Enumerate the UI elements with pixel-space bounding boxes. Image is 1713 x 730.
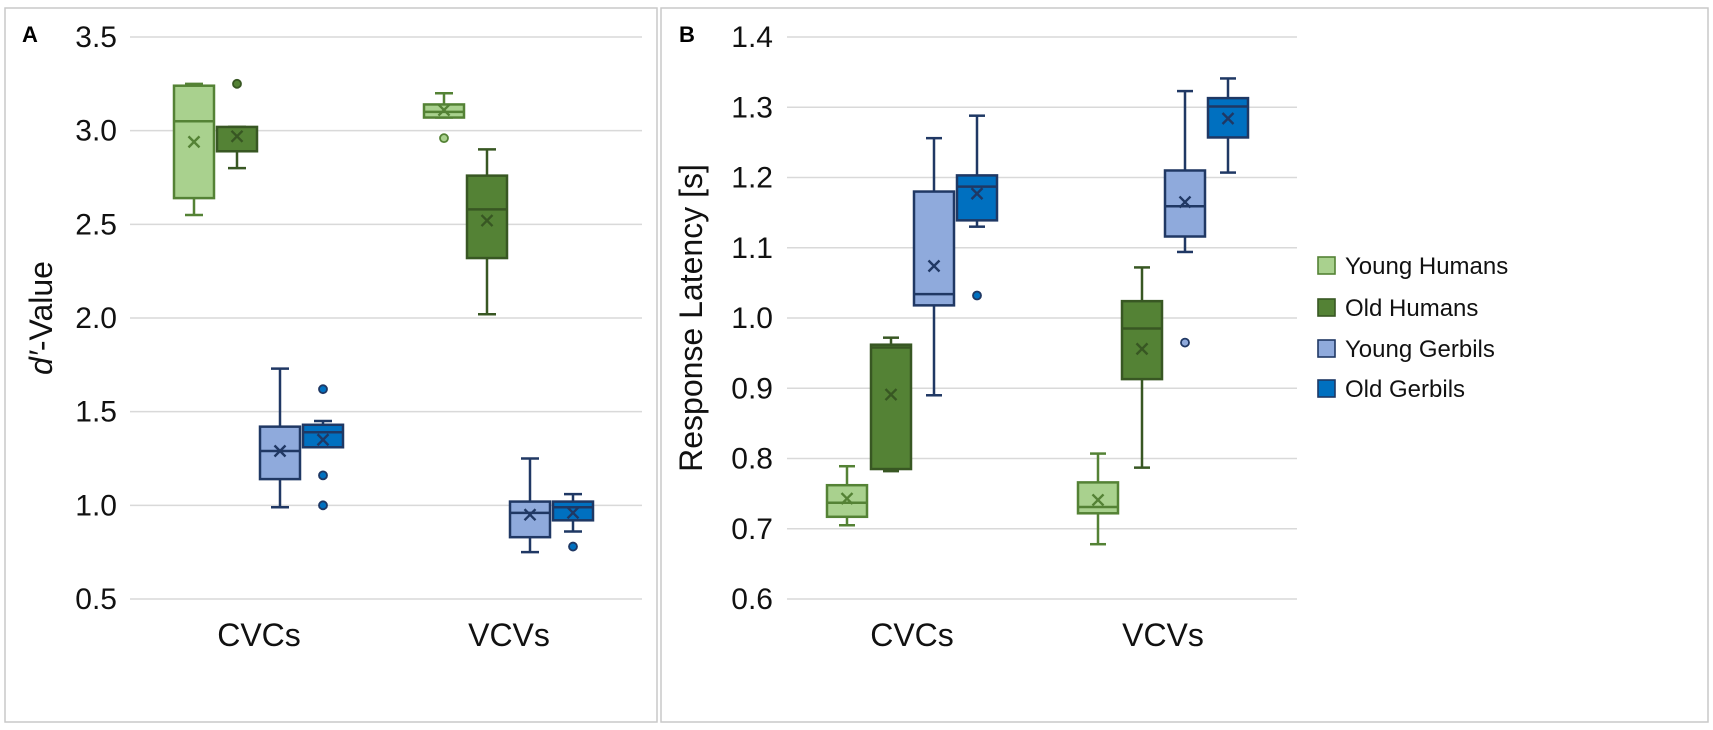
- panel-a-y-tick-label: 1.5: [75, 396, 117, 429]
- panel-a-old-gerbils-vcvs-mean-marker: [566, 506, 580, 520]
- legend-swatch-young-gerbils: [1317, 339, 1336, 358]
- panel-a-young-gerbils-cvcs-box: [258, 425, 302, 481]
- legend-label-old-gerbils: Old Gerbils: [1345, 376, 1465, 403]
- panel-b-young-humans-cvcs-mean-marker: [840, 492, 854, 505]
- panel-a-old-gerbils-cvcs-outlier: [318, 384, 328, 395]
- panel-b-young-gerbils-vcvs-outlier: [1180, 337, 1190, 348]
- panel-b-plot: 0.6 0.7 0.8 0.9 1.0 1.1 1.2 1.3 1.4 CVCs VCVs: [731, 21, 1297, 653]
- panel-b-young-gerbils-cvcs-box: [912, 190, 956, 307]
- panel-b-x-category-label: VCVs: [1122, 617, 1204, 653]
- legend: Young Humans Old Humans Young Gerbils Old G…: [1317, 253, 1508, 403]
- legend-label-old-humans: Old Humans: [1345, 295, 1478, 322]
- panel-b-y-tick-label: 1.1: [731, 232, 773, 265]
- panel-a-young-humans-cvcs-mean-marker: [187, 135, 201, 149]
- panel-a-label: A: [22, 22, 38, 47]
- panel-a-old-gerbils-cvcs-outlier: [318, 470, 328, 481]
- panel-a-x-category-label: VCVs: [468, 617, 550, 653]
- panel-b-old-humans-cvcs-box: [869, 343, 913, 471]
- panel-a-old-gerbils-cvcs-box: [301, 423, 345, 449]
- panel-b-young-gerbils-vcvs-mean-marker: [1178, 195, 1192, 209]
- panel-a-y-axis-title-suffix: -Value: [23, 261, 59, 351]
- legend-swatch-old-humans: [1317, 298, 1336, 317]
- panel-b-old-gerbils-cvcs-outlier: [972, 290, 982, 301]
- panel-b-y-tick-label: 0.7: [731, 513, 773, 546]
- panel-a-young-gerbils-vcvs-mean-marker: [523, 508, 537, 522]
- panel-a-old-gerbils-vcvs-box: [551, 500, 595, 522]
- panel-a-y-tick-label: 3.0: [75, 115, 117, 148]
- panel-a-y-tick-label: 2.5: [75, 208, 117, 241]
- panel-b-y-tick-label: 0.9: [731, 372, 773, 405]
- panel-b-young-humans-cvcs-box: [825, 483, 869, 519]
- panel-a-x-category-label: CVCs: [217, 617, 301, 653]
- panel-b-old-gerbils-cvcs-box: [955, 174, 999, 222]
- panel-b-old-humans-cvcs-mean-marker: [884, 388, 898, 401]
- panel-a-plot: 0.5 1.0 1.5 2.0 2.5 3.0 3.5 CVCs VCVs: [75, 21, 642, 653]
- panel-a-young-humans-vcvs-outlier: [439, 133, 449, 144]
- panel-b-old-gerbils-vcvs-mean-marker: [1221, 112, 1235, 125]
- panel-a-y-tick-label: 2.0: [75, 302, 117, 335]
- panel-b-x-category-label: CVCs: [870, 617, 954, 653]
- legend-label-young-humans: Young Humans: [1345, 253, 1508, 280]
- panel-a-y-axis-title: d′-Value: [23, 261, 59, 375]
- panel-a-old-gerbils-cvcs-outlier: [318, 500, 328, 511]
- panel-b-y-axis-title: Response Latency [s]: [673, 164, 709, 472]
- panel-a-old-humans-vcvs-box: [465, 174, 509, 260]
- panel-b-frame: [660, 7, 1709, 723]
- panel-b-young-humans-vcvs-box: [1076, 481, 1120, 515]
- panel-a-young-gerbils-cvcs-mean-marker: [273, 444, 287, 458]
- panel-a-old-humans-cvcs-box: [215, 125, 259, 153]
- panel-b-young-gerbils-cvcs-mean-marker: [927, 259, 941, 273]
- panel-a-y-tick-label: 0.5: [75, 583, 117, 616]
- panel-b-old-humans-vcvs-box: [1120, 299, 1164, 381]
- panel-a-old-gerbils-cvcs-mean-marker: [316, 433, 330, 447]
- panel-b-y-tick-label: 0.6: [731, 583, 773, 616]
- panel-b-y-tick-label: 1.0: [731, 302, 773, 335]
- panel-a-young-gerbils-vcvs-box: [508, 500, 552, 539]
- panel-b-y-tick-label: 1.2: [731, 162, 773, 195]
- panel-b-label: B: [679, 22, 695, 47]
- panel-b-young-humans-vcvs-mean-marker: [1091, 493, 1105, 507]
- panel-a-young-humans-vcvs-mean-marker: [437, 103, 451, 117]
- panel-a-old-humans-vcvs-mean-marker: [480, 214, 494, 227]
- legend-label-young-gerbils: Young Gerbils: [1345, 336, 1495, 363]
- legend-swatch-old-gerbils: [1317, 379, 1336, 398]
- panel-a-y-tick-label: 3.5: [75, 21, 117, 54]
- panel-a-y-tick-label: 1.0: [75, 489, 117, 522]
- panel-b-old-humans-vcvs-mean-marker: [1135, 342, 1149, 356]
- legend-swatch-young-humans: [1317, 256, 1336, 275]
- panel-b-old-gerbils-cvcs-mean-marker: [970, 187, 984, 201]
- panel-b-y-tick-label: 1.4: [731, 21, 773, 54]
- panel-a-old-gerbils-vcvs-outlier: [568, 541, 578, 552]
- panel-b-y-tick-label: 1.3: [731, 91, 773, 124]
- panel-b-y-tick-label: 0.8: [731, 443, 773, 476]
- panel-a-y-axis-title-prefix: d′: [23, 350, 59, 375]
- panel-a-old-humans-cvcs-mean-marker: [230, 129, 244, 143]
- panel-a-old-humans-cvcs-outlier: [232, 78, 242, 89]
- panel-a-frame: [4, 7, 658, 723]
